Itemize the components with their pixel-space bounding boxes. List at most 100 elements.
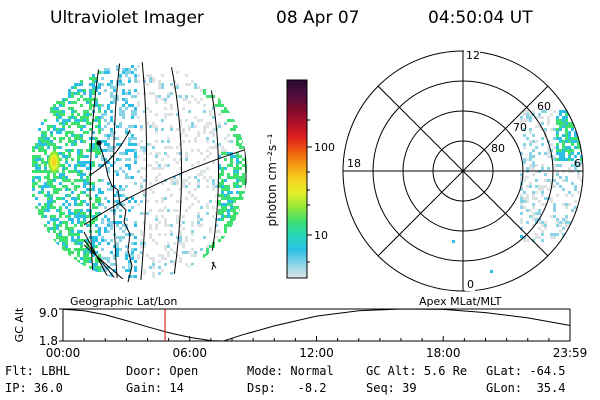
emission-pixel — [230, 215, 233, 218]
emission-pixel — [71, 107, 74, 110]
status-label: IP: — [5, 381, 27, 395]
emission-pixel — [176, 86, 179, 89]
emission-pixel — [520, 212, 523, 215]
emission-pixel — [158, 272, 161, 275]
emission-pixel — [59, 164, 62, 167]
emission-pixel — [242, 182, 245, 185]
emission-pixel — [38, 146, 41, 149]
chart-x-tick-labels: 00:00 06:00 12:00 18:00 23:59 — [46, 346, 588, 360]
emission-pixel — [101, 269, 104, 272]
emission-pixel — [77, 161, 80, 164]
emission-pixel — [209, 227, 212, 230]
emission-pixel — [209, 245, 212, 248]
emission-pixel — [218, 230, 221, 233]
emission-pixel — [83, 260, 86, 263]
emission-pixel — [104, 158, 107, 161]
emission-pixel — [194, 251, 197, 254]
emission-pixel — [74, 248, 77, 251]
emission-pixel — [239, 209, 242, 212]
emission-pixel — [95, 149, 98, 152]
emission-pixel — [95, 77, 98, 80]
emission-pixel — [83, 263, 86, 266]
emission-pixel — [113, 95, 116, 98]
emission-pixel — [53, 188, 56, 191]
emission-pixel — [209, 176, 212, 179]
emission-pixel — [212, 134, 215, 137]
emission-pixel — [529, 152, 532, 155]
emission-pixel — [41, 215, 44, 218]
emission-pixel — [71, 140, 74, 143]
emission-pixel — [62, 167, 65, 170]
emission-pixel — [50, 140, 53, 143]
emission-pixel — [122, 104, 125, 107]
emission-pixel — [50, 200, 53, 203]
emission-pixel — [68, 248, 71, 251]
emission-pixel — [50, 107, 53, 110]
emission-pixel — [134, 242, 137, 245]
emission-pixel — [553, 146, 556, 149]
emission-pixel — [167, 251, 170, 254]
emission-pixel — [116, 158, 119, 161]
emission-pixel — [95, 125, 98, 128]
emission-pixel — [113, 98, 116, 101]
emission-pixel — [77, 230, 80, 233]
emission-pixel — [110, 116, 113, 119]
emission-pixel — [535, 218, 538, 221]
emission-pixel — [206, 137, 209, 140]
emission-pixel — [191, 122, 194, 125]
emission-pixel — [203, 128, 206, 131]
emission-pixel — [143, 269, 146, 272]
emission-pixel — [562, 203, 565, 206]
emission-pixel — [65, 236, 68, 239]
emission-pixel — [59, 182, 62, 185]
emission-pixel — [143, 242, 146, 245]
emission-pixel — [200, 152, 203, 155]
emission-pixel — [131, 125, 134, 128]
emission-pixel — [574, 167, 577, 170]
emission-pixel — [149, 209, 152, 212]
emission-pixel — [541, 137, 544, 140]
emission-pixel — [227, 134, 230, 137]
emission-pixel — [50, 185, 53, 188]
emission-pixel — [59, 233, 62, 236]
emission-pixel — [179, 125, 182, 128]
emission-pixel — [86, 155, 89, 158]
emission-pixel — [95, 200, 98, 203]
emission-pixel — [221, 197, 224, 200]
emission-pixel — [83, 155, 86, 158]
emission-pixel — [110, 155, 113, 158]
y-tick-label: 1.8 — [39, 334, 58, 348]
emission-pixel — [535, 179, 538, 182]
emission-pixel — [239, 179, 242, 182]
emission-pixel — [191, 263, 194, 266]
emission-pixel — [86, 203, 89, 206]
emission-pixel — [77, 158, 80, 161]
emission-pixel — [53, 125, 56, 128]
emission-pixel — [544, 185, 547, 188]
emission-pixel — [119, 110, 122, 113]
emission-pixel — [98, 269, 101, 272]
emission-pixel — [206, 245, 209, 248]
emission-pixel — [520, 173, 523, 176]
emission-pixel — [77, 239, 80, 242]
emission-pixel — [236, 206, 239, 209]
emission-pixel — [95, 116, 98, 119]
auroral-hotspot — [52, 158, 56, 166]
emission-pixel — [155, 155, 158, 158]
emission-pixel — [92, 98, 95, 101]
emission-pixel — [565, 221, 568, 224]
emission-pixel — [170, 113, 173, 116]
status-gain: Gain: 14 — [126, 381, 184, 395]
status-value: Normal — [290, 364, 334, 378]
emission-pixel — [206, 212, 209, 215]
emission-pixel — [182, 128, 185, 131]
emission-pixel — [523, 236, 526, 239]
mlt-label-0: 0 — [467, 278, 474, 291]
emission-pixel — [77, 119, 80, 122]
emission-pixel — [170, 233, 173, 236]
emission-pixel — [230, 209, 233, 212]
emission-pixel — [89, 146, 92, 149]
emission-pixel — [122, 92, 125, 95]
emission-pixel — [110, 224, 113, 227]
emission-pixel — [68, 155, 71, 158]
